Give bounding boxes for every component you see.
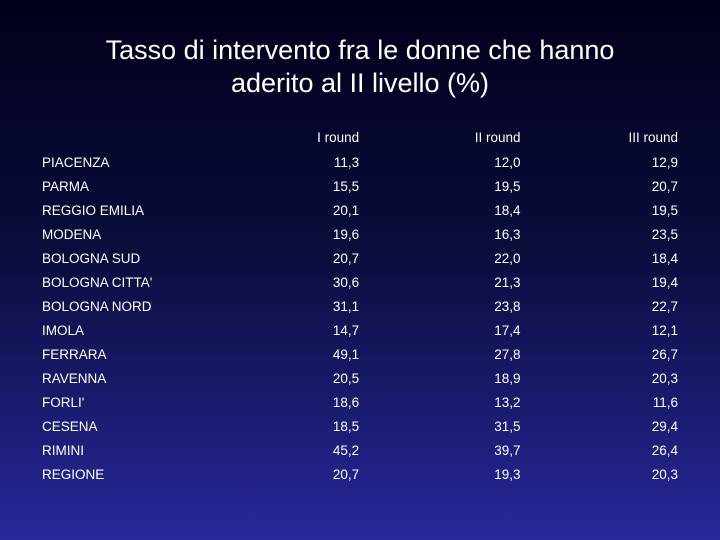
cell-round-3: 20,3: [651, 466, 678, 482]
cell-round-1: 18,6: [332, 394, 360, 410]
header-cell-round-1: I round: [317, 130, 360, 145]
table-row: PIACENZA 11,3 12,0 12,9: [38, 150, 683, 174]
cell-round-2: 19,5: [494, 178, 521, 194]
cell-round-2: 21,3: [494, 274, 521, 290]
cell-round-2: 18,4: [494, 202, 521, 218]
cell-name: REGGIO EMILIA: [42, 202, 145, 218]
cell-name: CESENA: [42, 418, 98, 434]
cell-name: MODENA: [42, 226, 102, 242]
cell-round-2: 19,3: [494, 466, 521, 482]
cell-round-2: 12,0: [494, 154, 521, 170]
table-row: REGGIO EMILIA 20,1 18,4 19,5: [38, 198, 683, 222]
cell-round-2: 17,4: [494, 322, 521, 338]
table-row: PARMA 15,5 19,5 20,7: [38, 174, 683, 198]
cell-name: RIMINI: [42, 442, 84, 458]
cell-round-2: 23,8: [494, 298, 521, 314]
cell-round-1: 31,1: [332, 298, 360, 314]
cell-round-1: 49,1: [332, 346, 360, 362]
cell-round-3: 29,4: [651, 418, 678, 434]
cell-round-2: 27,8: [494, 346, 521, 362]
cell-name: IMOLA: [42, 322, 85, 338]
cell-round-3: 23,5: [651, 226, 678, 242]
cell-round-1: 20,7: [332, 250, 360, 266]
cell-round-2: 22,0: [494, 250, 521, 266]
table-row: BOLOGNA CITTA' 30,6 21,3 19,4: [38, 270, 683, 294]
table-row: MODENA 19,6 16,3 23,5: [38, 222, 683, 246]
table-row: FORLI' 18,6 13,2 11,6: [38, 390, 683, 414]
table-row: CESENA 18,5 31,5 29,4: [38, 414, 683, 438]
cell-round-1: 14,7: [332, 322, 360, 338]
cell-round-3: 26,4: [651, 442, 678, 458]
cell-name: BOLOGNA SUD: [42, 250, 141, 266]
slide-title-line-1: Tasso di intervento fra le donne che han…: [105, 35, 615, 65]
cell-round-1: 11,3: [333, 154, 360, 170]
cell-round-3: 11,6: [652, 394, 678, 410]
cell-round-3: 20,7: [651, 178, 678, 194]
table-row: FERRARA 49,1 27,8 26,7: [38, 342, 683, 366]
cell-round-3: 22,7: [651, 298, 678, 314]
cell-round-1: 15,5: [332, 178, 360, 194]
cell-round-1: 19,6: [332, 226, 360, 242]
cell-round-3: 12,9: [651, 154, 678, 170]
table-row: BOLOGNA SUD 20,7 22,0 18,4: [38, 246, 683, 270]
cell-name: RAVENNA: [42, 370, 107, 386]
cell-round-3: 26,7: [651, 346, 678, 362]
cell-round-1: 30,6: [332, 274, 360, 290]
table-row: IMOLA 14,7 17,4 12,1: [38, 318, 683, 342]
cell-round-2: 13,2: [494, 394, 521, 410]
cell-name: FORLI': [42, 394, 85, 410]
cell-name: REGIONE: [42, 466, 105, 482]
header-cell-round-3: III round: [628, 130, 678, 145]
cell-name: FERRARA: [42, 346, 107, 362]
cell-name: BOLOGNA CITTA': [42, 274, 153, 290]
cell-round-1: 20,7: [332, 466, 360, 482]
cell-name: PARMA: [42, 178, 90, 194]
cell-round-3: 20,3: [651, 370, 678, 386]
cell-round-2: 31,5: [494, 418, 521, 434]
cell-round-3: 19,4: [651, 274, 678, 290]
cell-name: PIACENZA: [42, 154, 110, 170]
cell-round-1: 20,1: [332, 202, 360, 218]
table-row: REGIONE 20,7 19,3 20,3: [38, 462, 683, 486]
cell-round-1: 20,5: [332, 370, 360, 386]
cell-name: BOLOGNA NORD: [42, 298, 152, 314]
table-row: RIMINI 45,2 39,7 26,4: [38, 438, 683, 462]
header-row: I round II round III round: [38, 125, 683, 150]
cell-round-1: 18,5: [332, 418, 360, 434]
cell-round-2: 16,3: [494, 226, 521, 242]
cell-round-1: 45,2: [332, 442, 360, 458]
data-table: I round II round III round PIACENZA 11,3 1…: [38, 125, 683, 486]
header-cell-name: [38, 125, 242, 150]
cell-round-2: 18,9: [494, 370, 521, 386]
cell-round-3: 12,1: [651, 322, 678, 338]
table-row: BOLOGNA NORD 31,1 23,8 22,7: [38, 294, 683, 318]
slide-title: Tasso di intervento fra le donne che han…: [0, 34, 720, 100]
cell-round-3: 18,4: [651, 250, 678, 266]
slide-title-line-2: aderito al II livello (%): [230, 68, 490, 98]
header-cell-round-2: II round: [474, 130, 521, 145]
table-header: I round II round III round: [38, 125, 683, 150]
cell-round-3: 19,5: [651, 202, 678, 218]
table-body: PIACENZA 11,3 12,0 12,9 PARMA 15,5 19,5 20,7 REG…: [38, 150, 683, 486]
table-row: RAVENNA 20,5 18,9 20,3: [38, 366, 683, 390]
cell-round-2: 39,7: [494, 442, 521, 458]
